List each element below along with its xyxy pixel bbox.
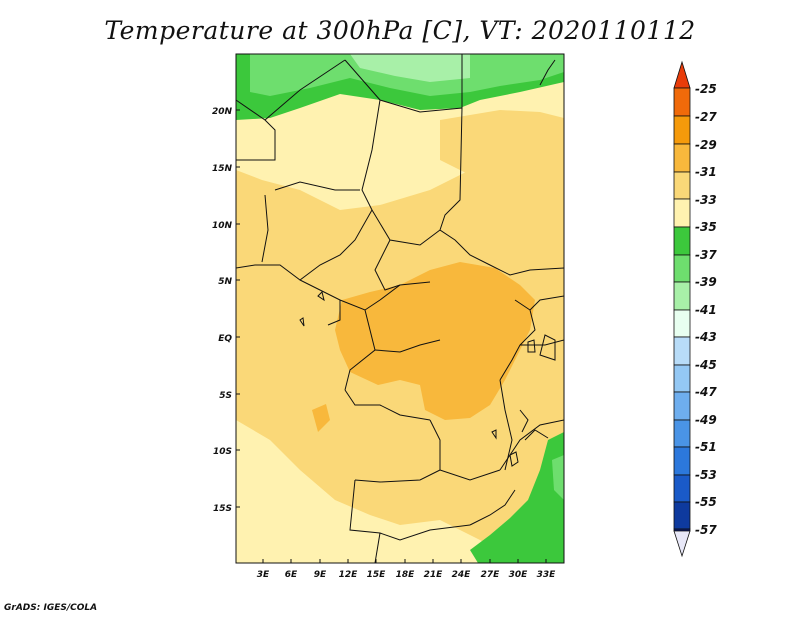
lat-label-10s: 10S	[213, 447, 232, 457]
lat-label-5s: 5S	[219, 391, 232, 401]
colorbar-label: -53	[695, 468, 717, 482]
field-29-31-small	[312, 404, 330, 432]
colorbar-bin-35-37	[673, 226, 691, 256]
colorbar-top-arrow	[673, 60, 691, 89]
lon-label-3e: 3E	[257, 570, 270, 580]
colorbar-label: -51	[695, 440, 717, 454]
lon-label-12e: 12E	[339, 570, 359, 580]
colorbar-labels: -25 -27 -29 -31 -33 -35 -37 -39 -41 -43 …	[695, 82, 717, 537]
colorbar-label: -43	[695, 330, 717, 344]
colorbar-bin-55-57	[673, 501, 691, 530]
colorbar-label: -25	[695, 82, 717, 96]
colorbar-label: -45	[695, 358, 717, 372]
colorbar-bottom-arrow	[673, 530, 691, 558]
lat-label-eq: EQ	[218, 334, 232, 344]
colorbar	[673, 60, 691, 558]
lon-label-21e: 21E	[424, 570, 444, 580]
colorbar-bin-27-29	[673, 115, 691, 145]
lon-label-9e: 9E	[314, 570, 327, 580]
lon-ticks	[262, 559, 547, 563]
lat-ticks	[236, 109, 240, 508]
colorbar-bin-25-27	[673, 87, 691, 117]
colorbar-label: -39	[695, 275, 717, 289]
colorbar-bin-51-53	[673, 446, 691, 476]
lat-axis: 20N 15N 10N 5N EQ 5S 10S 15S	[212, 107, 233, 514]
colorbar-bin-37-39	[673, 254, 691, 283]
colorbar-label: -33	[695, 193, 717, 207]
country-borders	[236, 54, 564, 563]
lat-label-15n: 15N	[212, 164, 233, 174]
colorbar-label: -31	[695, 165, 717, 179]
lon-label-27e: 27E	[481, 570, 501, 580]
lon-label-33e: 33E	[537, 570, 557, 580]
lon-label-30e: 30E	[509, 570, 529, 580]
lon-axis: 3E 6E 9E 12E 15E 18E 21E 24E 27E 30E 33E	[257, 570, 556, 580]
colorbar-bin-41-43	[673, 309, 691, 338]
colorbar-bin-29-31	[673, 143, 691, 173]
colorbar-label: -57	[695, 523, 717, 537]
colorbar-label: -29	[695, 138, 717, 152]
chart-title: Temperature at 300hPa [C], VT: 202011011…	[104, 16, 696, 45]
colorbar-bin-53-55	[673, 474, 691, 503]
colorbar-bin-49-51	[673, 419, 691, 448]
colorbar-bin-43-45	[673, 336, 691, 366]
map-frame	[235, 53, 565, 564]
colorbar-label: -49	[695, 413, 717, 427]
colorbar-label: -47	[695, 385, 717, 399]
colorbar-label: -35	[695, 220, 717, 234]
colorbar-label: -41	[695, 303, 717, 317]
colorbar-bin-47-49	[673, 391, 691, 421]
lat-label-15s: 15S	[213, 504, 232, 514]
colorbar-label: -55	[695, 495, 717, 509]
colorbar-bin-31-33	[673, 171, 691, 200]
lat-label-5n: 5N	[218, 277, 232, 287]
lon-label-18e: 18E	[396, 570, 416, 580]
temperature-map	[236, 54, 564, 563]
field-37-39-south	[552, 455, 564, 500]
field-31-33-north	[440, 110, 564, 175]
field-39-41	[350, 54, 470, 82]
lon-label-15e: 15E	[367, 570, 387, 580]
lon-label-24e: 24E	[452, 570, 472, 580]
colorbar-label: -37	[695, 248, 717, 262]
colorbar-bin-45-47	[673, 364, 691, 393]
grads-credit: GrADS: IGES/COLA	[4, 603, 98, 613]
field-35-37-south	[470, 432, 564, 563]
colorbar-bin-33-35	[673, 198, 691, 228]
colorbar-bin-39-41	[673, 281, 691, 311]
lon-label-6e: 6E	[285, 570, 298, 580]
lat-label-20n: 20N	[212, 107, 233, 117]
lat-label-10n: 10N	[212, 221, 233, 231]
lake-outlines	[299, 291, 536, 467]
colorbar-label: -27	[695, 110, 717, 124]
